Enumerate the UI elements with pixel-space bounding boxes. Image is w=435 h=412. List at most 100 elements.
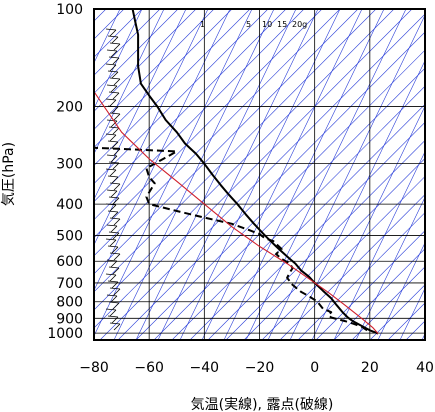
dewpoint-line [94,146,368,332]
isotherm-line [117,31,425,340]
mixing-ratio-label: 5 [246,20,251,29]
wind-barb [108,161,120,170]
wind-barb [109,42,121,51]
y-axis-label: 気圧(hPa) [1,142,17,206]
x-tick-label: 20 [361,360,379,376]
x-tick-label: −60 [134,360,164,376]
isotherm-line [351,266,425,340]
isotherm-line [94,9,251,166]
isotherm-line [297,212,425,340]
y-tick-label: 800 [56,295,83,311]
y-tick-label: 300 [56,157,83,173]
wind-barb [105,168,117,177]
isotherm-line [153,67,425,340]
x-tick-label: 40 [416,360,434,376]
x-tick-label: 0 [310,360,319,376]
mixing-ratio-label: 10 [262,20,272,29]
y-tick-label: 900 [56,311,83,327]
wind-barb [105,63,117,72]
isotherm-line [94,9,377,293]
isotherm-line [225,139,425,340]
isotherm-line [94,9,233,148]
wind-barb [105,273,117,282]
isotherm-line [171,85,425,340]
wind-barb [109,182,121,191]
wind-barb [107,315,119,324]
wind-barb [108,301,120,310]
isotherm-line [94,9,323,239]
wind-barb [105,133,117,142]
y-tick-label: 600 [56,254,83,270]
isotherm-line [94,9,269,184]
wind-barb [106,259,118,268]
wind-barb [105,238,117,247]
mixing-ratio-label: 1 [200,20,205,29]
wind-barb [108,91,120,100]
adiabat-line [113,9,275,340]
y-tick-label: 500 [56,229,83,245]
adiabat-line [94,9,231,292]
adiabat-line [311,105,425,340]
wind-barb [109,252,121,261]
x-tick-label: −40 [190,360,220,376]
adiabat-line [201,9,363,340]
wind-barb [109,112,121,121]
adiabat-line [179,9,341,340]
wind-barb [108,196,120,205]
isotherm-line [94,9,215,130]
x-tick-labels: −80 −60 −40 −20 0 20 40 [79,360,434,376]
y-tick-label: 400 [56,197,83,213]
wind-barb [107,245,119,254]
adiabat-line [94,9,143,109]
plot-frame [93,8,426,341]
isotherm-line [207,121,425,340]
profile-series [94,9,379,335]
isotherm-line [135,49,425,340]
wind-barb [109,287,121,296]
adiabat-line [245,9,407,340]
wind-barb [106,294,118,303]
adiabat-line [94,9,187,201]
wind-barb [105,28,117,37]
temperature-line [131,9,379,335]
x-axis-label: 気温(実線), 露点(破線) [191,397,334,412]
adiabat-line [94,9,209,246]
mixing-ratio-labels: 1 5 10 15 20g [200,20,307,29]
wind-barb [107,35,119,44]
adiabat-line [333,151,425,340]
isotherm-line [94,9,161,76]
adiabat-line [94,9,165,155]
isotherm-line [243,158,425,340]
isotherm-line [94,9,413,329]
mixing-ratio-label: 15 [277,20,287,29]
isotherm-line [99,13,425,340]
wind-barb [107,280,119,289]
wind-barb [106,154,118,163]
adiabat-line [94,9,253,337]
wind-barb [105,308,117,317]
x-tick-label: −80 [79,360,109,376]
isotherm-line [387,302,425,340]
adiabat-line [355,196,425,340]
wind-barb [109,322,121,331]
wind-barb [107,70,119,79]
wind-barb [108,266,120,275]
adiabat-line [223,9,385,340]
wind-barb [108,231,120,240]
adiabat-line [135,9,297,340]
adiabat-line [377,242,425,340]
wind-barbs [105,28,121,331]
wind-barb [108,56,120,65]
y-tick-label: 700 [56,276,83,292]
wind-barb [106,49,118,58]
mixing-ratio-label: 20g [292,20,307,29]
pressure-gridlines [94,9,425,340]
isotherm-line [94,9,305,221]
wind-barb [106,84,118,93]
isotherm-line [94,9,359,275]
isotherm-lines [94,9,425,340]
isotherm-line [189,103,425,340]
isotherm-line [94,9,179,94]
adiabat-line [399,287,425,340]
